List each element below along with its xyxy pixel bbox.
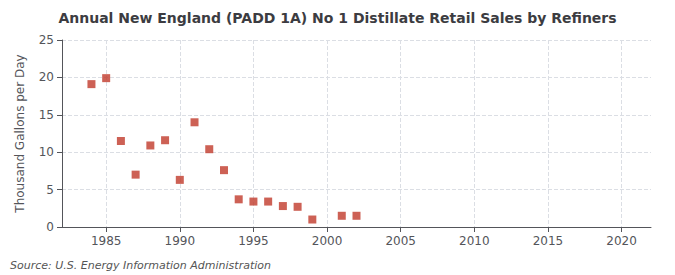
svg-text:1990: 1990 [165, 234, 196, 248]
svg-text:25: 25 [39, 33, 54, 47]
svg-text:Source: U.S. Energy Informatio: Source: U.S. Energy Information Administ… [10, 259, 271, 272]
svg-text:20: 20 [39, 70, 54, 84]
svg-text:10: 10 [39, 145, 54, 159]
svg-text:Thousand Gallons per Day: Thousand Gallons per Day [13, 54, 27, 213]
svg-text:1985: 1985 [91, 234, 122, 248]
svg-text:2005: 2005 [385, 234, 416, 248]
svg-text:2020: 2020 [606, 234, 637, 248]
svg-text:15: 15 [39, 108, 54, 122]
svg-text:2000: 2000 [312, 234, 343, 248]
svg-text:5: 5 [46, 183, 54, 197]
svg-text:Annual New England (PADD 1A) N: Annual New England (PADD 1A) No 1 Distil… [58, 10, 616, 26]
svg-text:2015: 2015 [533, 234, 564, 248]
svg-text:2010: 2010 [459, 234, 490, 248]
svg-text:1995: 1995 [238, 234, 269, 248]
svg-text:0: 0 [46, 220, 54, 234]
